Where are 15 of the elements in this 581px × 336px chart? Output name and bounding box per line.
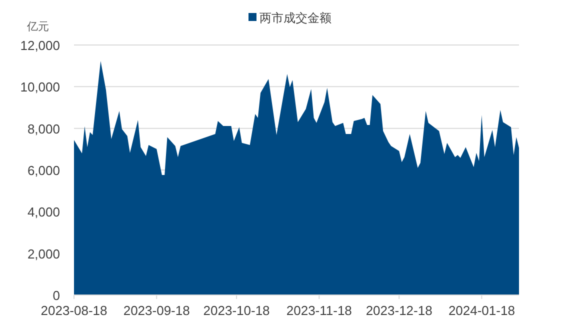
x-tick-label: 2023-11-18: [286, 303, 352, 318]
x-tick-label: 2023-09-18: [123, 303, 190, 318]
x-tick-label: 2023-10-18: [203, 303, 270, 318]
y-tick-label: 2,000: [27, 246, 60, 262]
y-tick-label: 12,000: [20, 38, 60, 53]
y-tick-label: 8,000: [27, 121, 60, 136]
x-tick-label: 2023-12-18: [366, 303, 432, 318]
y-tick-label: 0: [52, 288, 60, 303]
y-tick-label: 6,000: [27, 163, 60, 178]
y-tick-label: 10,000: [20, 80, 60, 95]
x-tick-label: 2023-08-18: [40, 303, 108, 318]
y-axis-title: 亿元: [26, 21, 49, 33]
y-tick-label: 4,000: [27, 204, 60, 220]
legend: 两市成交金额: [248, 11, 332, 25]
x-tick-label: 2024-01-18: [448, 303, 515, 318]
